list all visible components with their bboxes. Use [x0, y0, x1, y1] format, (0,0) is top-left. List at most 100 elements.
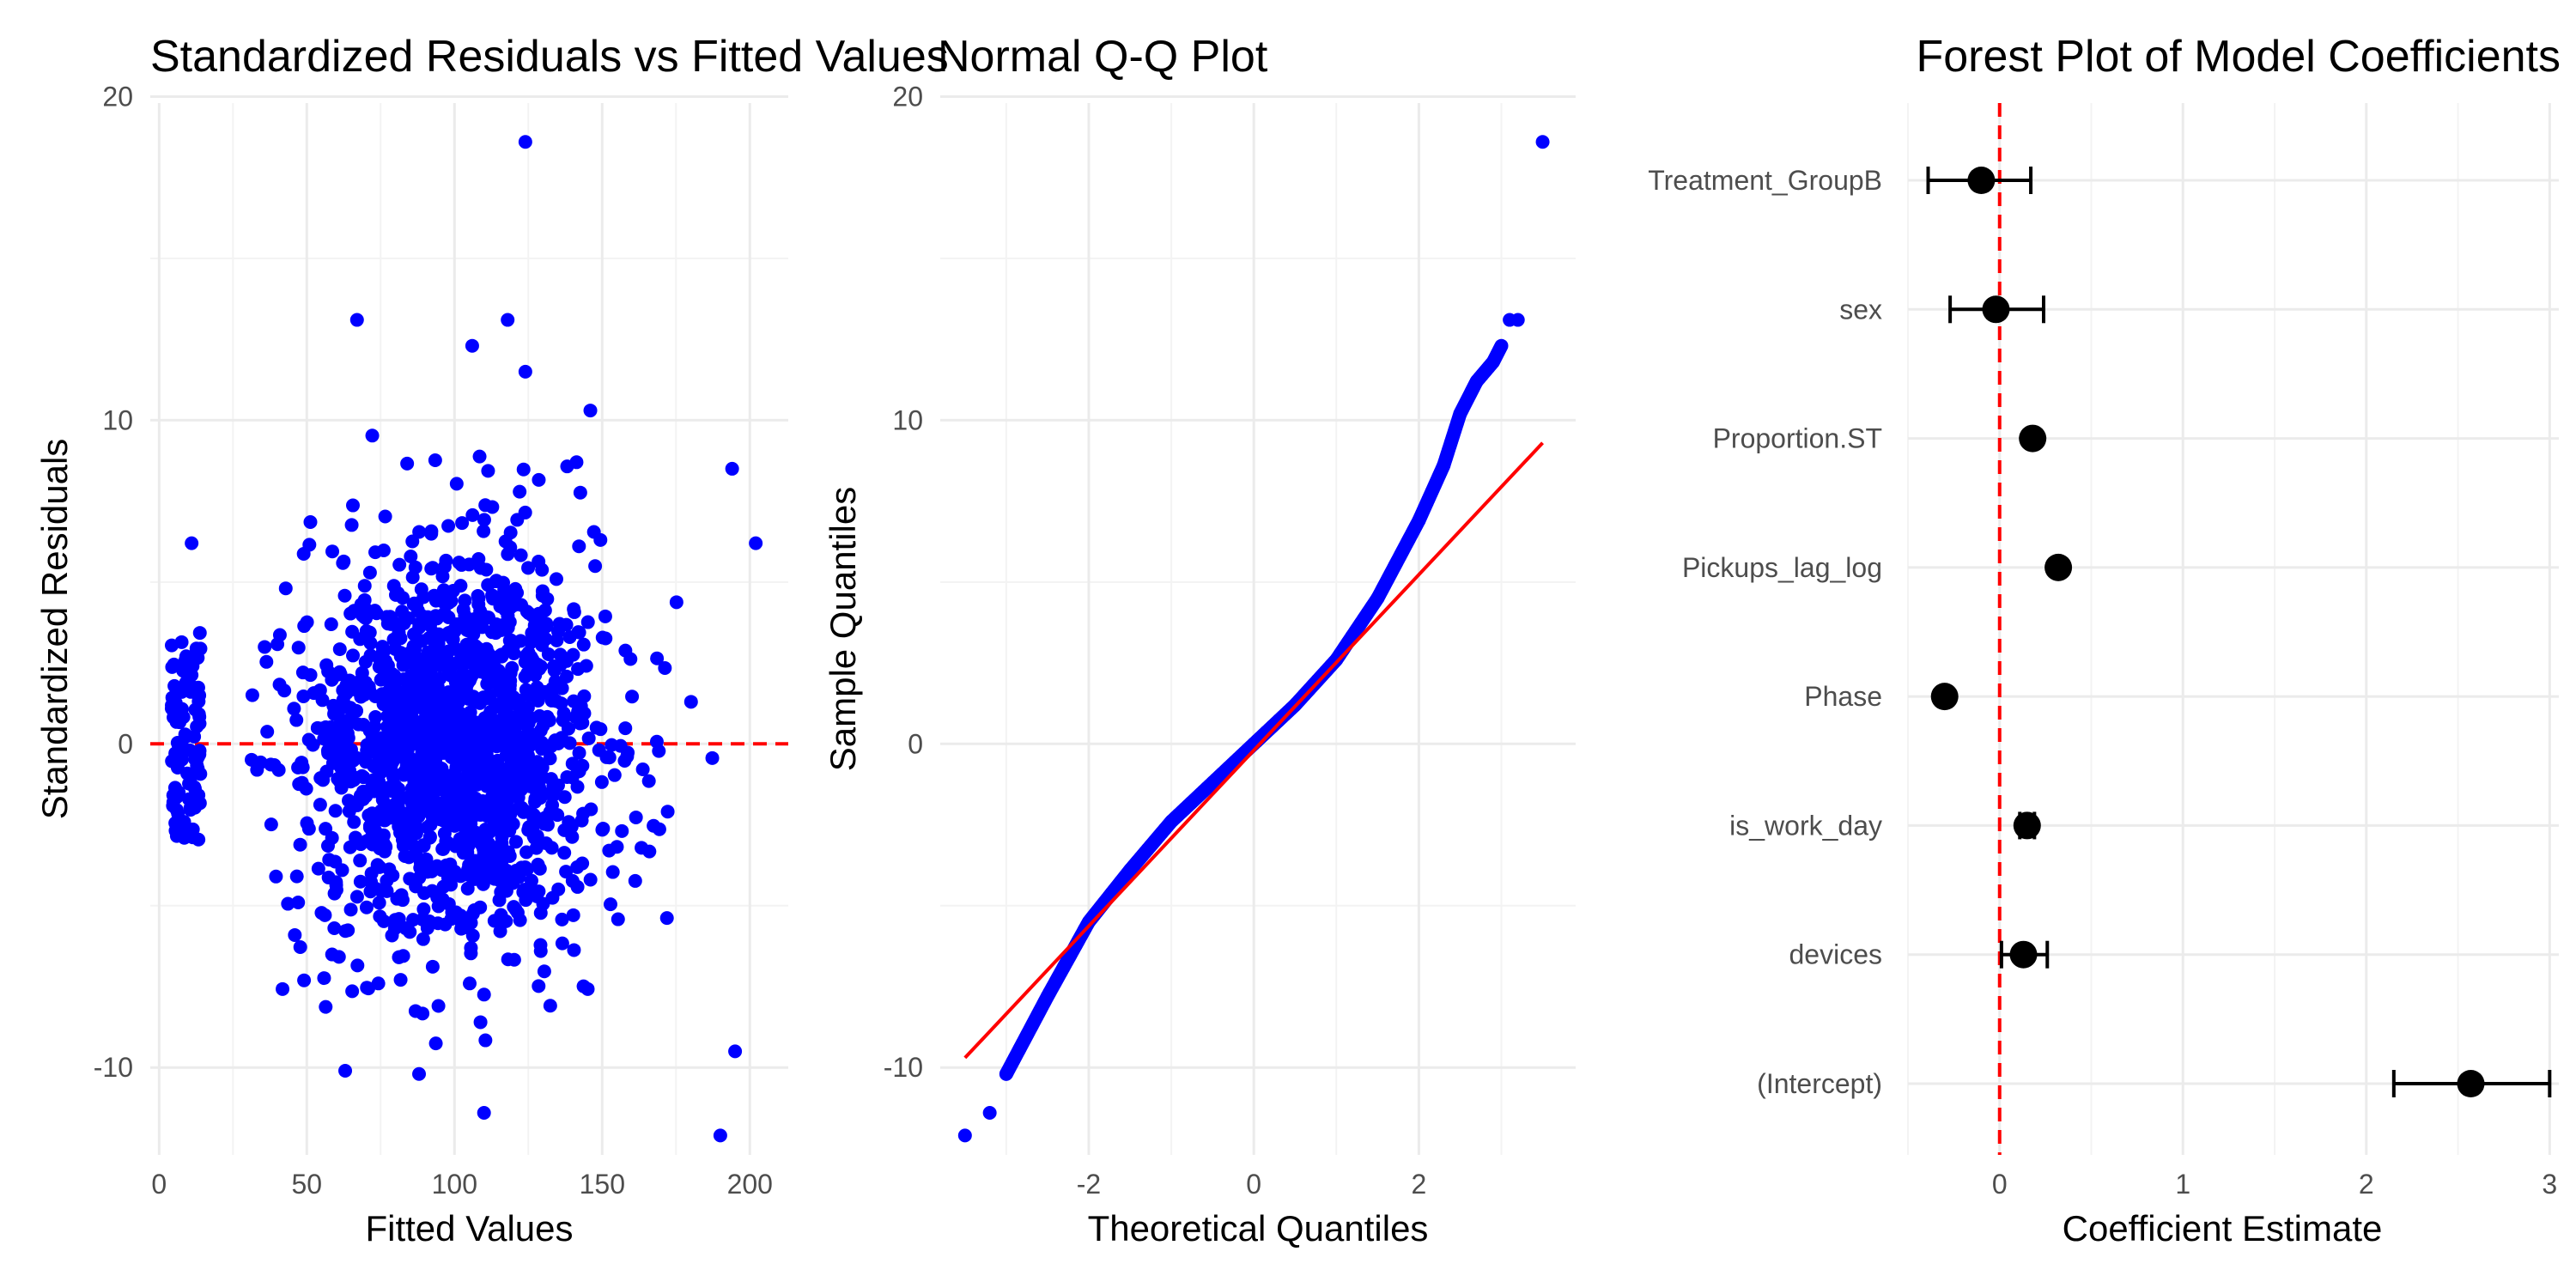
residual-point: [451, 744, 465, 759]
x-tick-label: 0: [1246, 1169, 1261, 1200]
x-tick-label: 200: [727, 1169, 773, 1200]
residual-point: [272, 628, 287, 642]
residual-point: [495, 649, 509, 664]
residual-point: [400, 790, 415, 805]
residual-point: [450, 771, 465, 786]
residual-point: [485, 672, 500, 687]
residual-point: [629, 810, 643, 824]
residual-point: [477, 841, 491, 856]
residual-point: [347, 815, 361, 829]
qq-point: [1370, 591, 1385, 605]
residual-point: [391, 617, 405, 631]
residual-point: [264, 817, 278, 832]
residual-point: [345, 498, 360, 513]
residual-point: [370, 858, 385, 872]
residual-point: [659, 911, 674, 926]
residual-point: [618, 643, 633, 658]
residual-point: [287, 702, 301, 716]
residual-point: [348, 830, 362, 845]
residual-point: [518, 670, 532, 684]
residual-point: [509, 728, 524, 743]
y-tick-label: 0: [118, 728, 133, 759]
residual-point: [554, 681, 568, 696]
residual-point: [501, 775, 516, 790]
residual-point: [543, 999, 557, 1013]
residual-point: [296, 689, 311, 703]
residual-point: [293, 837, 307, 852]
residual-point: [439, 834, 453, 848]
residual-point: [477, 513, 491, 527]
residual-point: [193, 641, 208, 656]
residual-point: [408, 560, 422, 574]
residual-point: [548, 734, 562, 749]
residual-point: [343, 902, 358, 917]
residual-point: [405, 534, 420, 549]
residual-point: [166, 788, 180, 803]
residual-point: [445, 797, 459, 811]
residuals-points: [164, 135, 763, 1143]
residual-point: [544, 689, 559, 703]
residual-point: [353, 874, 368, 889]
residual-point: [333, 667, 348, 682]
coefficient-point: [2009, 940, 2038, 969]
residual-point: [404, 549, 418, 563]
residual-point: [400, 456, 415, 471]
residual-point: [191, 788, 206, 803]
residual-point: [394, 888, 409, 902]
residual-point: [187, 729, 202, 744]
residual-point: [641, 774, 656, 788]
residual-point: [291, 641, 306, 655]
residual-point: [293, 940, 307, 955]
residual-point: [493, 599, 507, 614]
residual-point: [374, 884, 389, 898]
residual-point: [512, 716, 526, 731]
residual-point: [583, 872, 598, 887]
x-tick-label: 100: [432, 1169, 477, 1200]
residual-point: [460, 796, 475, 811]
residual-point: [297, 973, 312, 987]
residual-point: [580, 615, 595, 629]
residual-point: [336, 693, 350, 708]
category-label: sex: [1839, 294, 1882, 325]
residual-point: [518, 505, 532, 519]
residual-point: [478, 1033, 493, 1048]
coefficient-point: [2044, 553, 2073, 581]
residual-point: [494, 623, 508, 637]
residual-point: [389, 743, 404, 757]
residual-point: [415, 681, 429, 696]
residual-point: [516, 462, 531, 477]
residual-point: [277, 683, 292, 698]
residual-point: [538, 603, 552, 617]
residual-point: [412, 525, 427, 539]
residual-point: [728, 1044, 743, 1059]
residual-point: [291, 760, 306, 775]
residual-point: [562, 815, 576, 829]
y-tick-label: 10: [102, 404, 133, 435]
residual-point: [435, 569, 450, 584]
residual-point: [392, 950, 406, 964]
residual-point: [403, 925, 417, 939]
residual-point: [615, 823, 629, 838]
residual-point: [271, 762, 286, 777]
residual-point: [448, 726, 463, 741]
residual-point: [393, 973, 408, 987]
residual-point: [533, 906, 548, 920]
residual-point: [439, 776, 453, 791]
residual-point: [410, 767, 425, 781]
residual-point: [367, 773, 381, 787]
residual-point: [467, 902, 482, 917]
residual-point: [594, 775, 609, 789]
residual-point: [683, 695, 698, 709]
forest-grid: [1907, 103, 2559, 1155]
residual-point: [314, 906, 329, 920]
residual-point: [391, 586, 405, 600]
residual-point: [418, 709, 433, 724]
residual-point: [191, 680, 205, 695]
x-tick-label: 0: [1992, 1169, 2008, 1200]
residual-point: [705, 750, 720, 765]
residual-point: [302, 538, 317, 552]
residual-point: [299, 781, 313, 796]
residual-point: [289, 869, 304, 884]
residual-point: [427, 642, 441, 657]
